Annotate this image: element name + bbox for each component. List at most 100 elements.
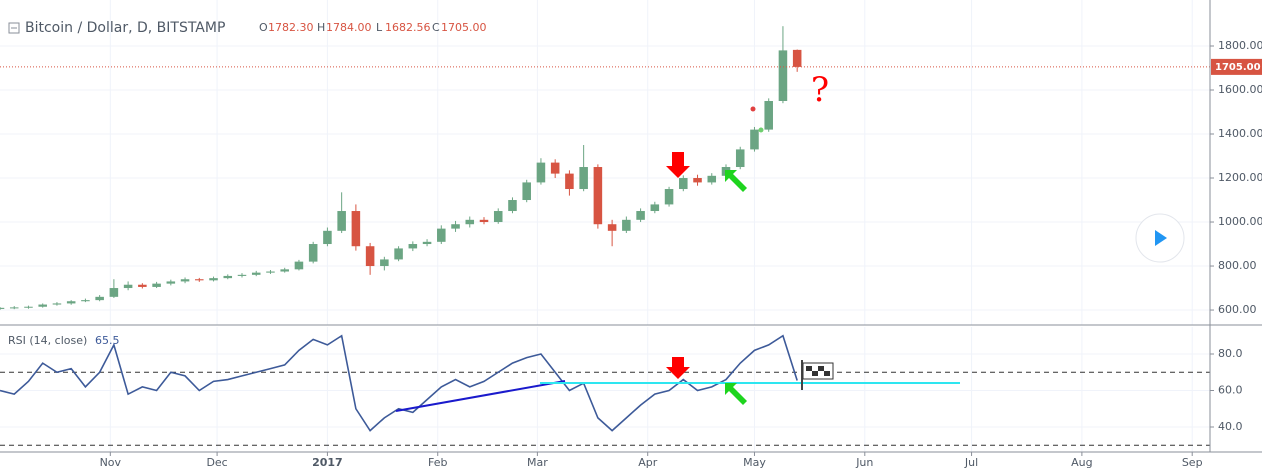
candle-body (0, 307, 5, 309)
candle-body (693, 178, 702, 183)
y-tick-label: 1800.00 (1218, 39, 1262, 52)
candle-body (493, 211, 503, 223)
candle-body (593, 167, 603, 225)
candle-body (550, 162, 560, 174)
y-tick-label: 80.0 (1218, 347, 1243, 360)
candle-body (664, 189, 674, 205)
candle-body (365, 246, 375, 267)
trend-line[interactable] (395, 380, 566, 412)
chart-title: Bitcoin / Dollar, D, BITSTAMP (25, 20, 225, 36)
candle-body (81, 300, 90, 302)
candle-body (223, 275, 233, 279)
x-tick-label: May (743, 456, 766, 469)
candle-body (351, 211, 361, 247)
candle-body (180, 279, 190, 282)
candle-body (422, 241, 432, 245)
candle-body (508, 200, 517, 212)
candle-body (95, 296, 104, 301)
candle-body (636, 211, 645, 220)
candle-body (308, 244, 318, 262)
candle-body (792, 49, 802, 67)
x-tick-label: Apr (638, 456, 658, 469)
candle-body (536, 162, 546, 183)
ohlc-value: 1782.30 (268, 21, 314, 34)
candle-body (522, 182, 531, 201)
candle-body (394, 248, 403, 260)
x-tick-label: Nov (100, 456, 122, 469)
last-price-label: 1705.00 (1215, 62, 1261, 73)
rsi-title: RSI (14, close) (8, 334, 87, 347)
y-tick-label: 60.0 (1218, 384, 1243, 397)
annotation: ? (811, 70, 829, 110)
last-price-box (1211, 58, 1262, 75)
candle-body (465, 219, 475, 225)
candle-body (707, 175, 717, 183)
y-tick-label: 1200.00 (1218, 171, 1262, 184)
marker-dot (758, 127, 764, 133)
candle-body (152, 283, 161, 287)
candle-body (123, 284, 133, 289)
candle-body (380, 259, 389, 267)
y-tick-label: 1000.00 (1218, 215, 1262, 228)
flag-icon[interactable] (801, 360, 834, 390)
candle-body (622, 219, 631, 231)
candle-body (565, 173, 574, 190)
play-button[interactable] (1135, 213, 1185, 263)
ohlc-value: 1682.56 (385, 21, 431, 34)
ohlc-value: 1705.00 (441, 21, 487, 34)
red-arrow (666, 357, 690, 379)
y-tick-label: 1400.00 (1218, 127, 1262, 140)
candle-body (451, 224, 460, 229)
rsi-value: 65.5 (95, 334, 120, 347)
x-tick-label: Aug (1071, 456, 1092, 469)
ohlc-key: C (432, 21, 440, 34)
y-tick-label: 600.00 (1218, 303, 1257, 316)
candle-body (66, 301, 76, 304)
candle-body (735, 149, 745, 168)
candle-body (607, 224, 617, 231)
candle-body (337, 211, 346, 231)
candle-body (38, 304, 47, 307)
rsi-line (0, 334, 798, 432)
candle-body (764, 100, 773, 130)
candle-body (408, 244, 418, 249)
ohlc-key: O (259, 21, 268, 34)
marker-dot (750, 106, 756, 112)
candle-body (138, 284, 147, 287)
x-tick-label: Dec (206, 456, 227, 469)
candle-body (437, 228, 446, 242)
x-tick-label: 2017 (312, 456, 343, 469)
candle-body (778, 50, 788, 101)
grid (0, 0, 1210, 452)
y-tick-label: 1600.00 (1218, 83, 1262, 96)
y-tick-label: 800.00 (1218, 259, 1257, 272)
green-arrow (725, 383, 747, 405)
candle-body (237, 274, 247, 276)
green-arrow (725, 170, 747, 192)
ohlc-header: O 1782.30 H 1784.00 L 1682.56 C 1705.00 (259, 21, 487, 34)
y-tick-label: 40.0 (1218, 420, 1243, 433)
candle-body (195, 279, 204, 281)
ohlc-value: 1784.00 (326, 21, 372, 34)
candle-body (266, 271, 275, 273)
candle-body (52, 303, 62, 305)
x-tick-label: Jul (964, 456, 978, 469)
marks (0, 26, 1210, 446)
candle-body (280, 269, 289, 272)
candle-body (323, 230, 332, 245)
candle-body (166, 281, 176, 284)
x-tick-label: Mar (527, 456, 548, 469)
candle-body (9, 307, 19, 309)
x-tick-label: Sep (1182, 456, 1203, 469)
candle-body (750, 129, 759, 150)
candle-body (679, 178, 688, 190)
candle-body (109, 288, 119, 297)
x-tick-label: Jun (855, 456, 873, 469)
candle-body (479, 219, 489, 223)
ohlc-key: L (376, 21, 383, 34)
collapse-icon[interactable] (8, 22, 20, 34)
red-arrow (666, 152, 690, 178)
x-tick-label: Feb (428, 456, 447, 469)
